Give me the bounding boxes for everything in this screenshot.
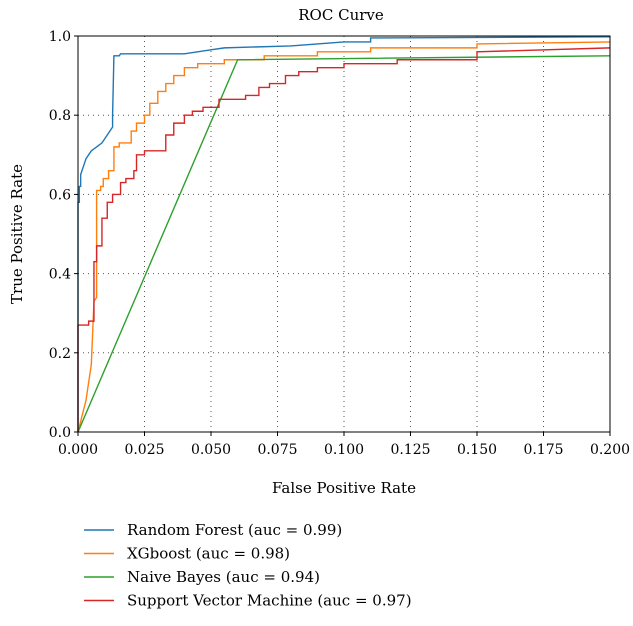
y-tick-label: 0.6 [49,187,71,203]
y-tick-label: 0.0 [49,425,71,441]
series-line-4 [77,47,611,432]
x-tick-label: 0.125 [390,442,430,458]
chart-title: ROC Curve [298,6,384,24]
legend: Random Forest (auc = 0.99) XGboost (auc =… [84,521,412,610]
series-line-1 [77,36,611,432]
series-lines [77,36,611,433]
x-axis-ticks: 0.000 0.025 0.050 0.075 0.100 0.125 0.150 0.175… [58,432,630,458]
x-tick-label: 0.200 [590,442,630,458]
x-tick-label: 0.175 [523,442,563,458]
y-axis-ticks: 0.0 0.2 0.4 0.6 0.8 1.0 [49,29,78,441]
x-axis-label: False Positive Rate [272,479,416,497]
x-tick-label: 0.050 [191,442,231,458]
legend-label: XGboost (auc = 0.98) [127,545,290,563]
x-tick-label: 0.000 [58,442,98,458]
grid-lines [78,36,610,432]
legend-label: Support Vector Machine (auc = 0.97) [127,592,412,610]
x-tick-label: 0.075 [257,442,297,458]
x-tick-label: 0.025 [124,442,164,458]
y-axis-label: True Positive Rate [8,164,26,304]
y-tick-label: 0.4 [49,267,71,283]
series-line-2 [77,41,611,433]
series-line-3 [77,55,611,433]
y-tick-label: 0.2 [49,346,71,362]
legend-label: Naive Bayes (auc = 0.94) [127,568,320,586]
legend-label: Random Forest (auc = 0.99) [127,521,342,539]
y-tick-label: 1.0 [49,29,71,45]
x-tick-label: 0.150 [457,442,497,458]
y-tick-label: 0.8 [49,108,71,124]
x-tick-label: 0.100 [324,442,364,458]
